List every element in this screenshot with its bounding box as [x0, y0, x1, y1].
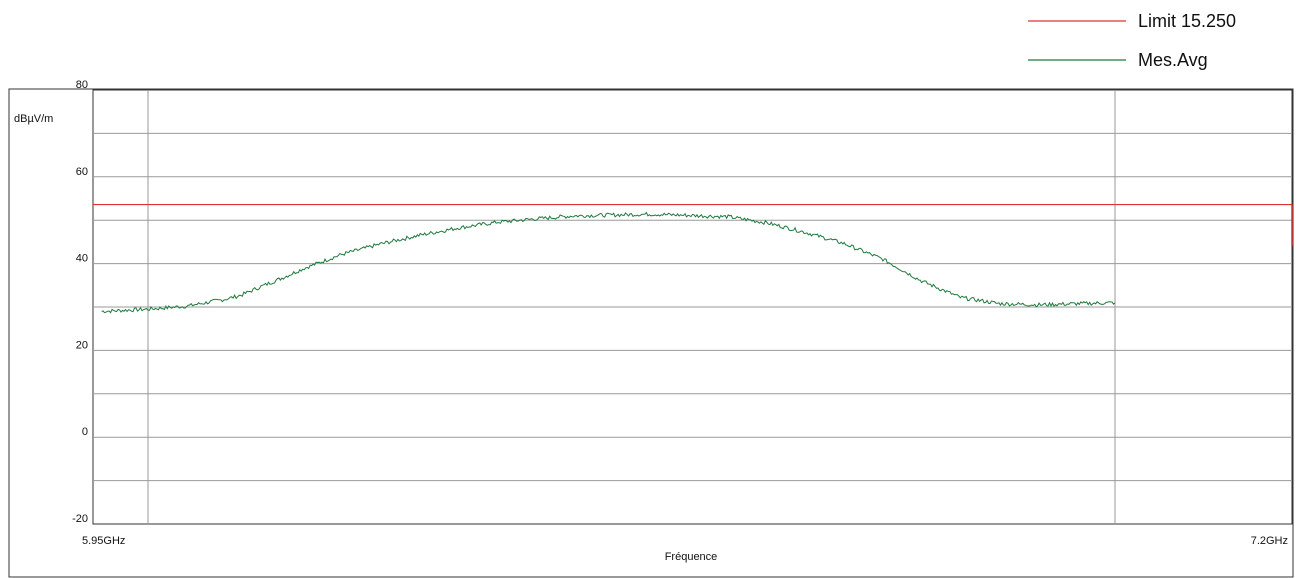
- y-tick-label: -20: [72, 513, 88, 525]
- x-tick-start: 5.95GHz: [82, 535, 125, 547]
- y-tick-label: 0: [82, 426, 88, 438]
- y-tick-label: 40: [76, 253, 88, 265]
- measured-avg-line: [101, 211, 1116, 314]
- y-tick-label: 20: [76, 339, 88, 351]
- y-tick-labels: 80 60 40 20 0 -20: [72, 79, 88, 525]
- y-axis-label: dBµV/m: [14, 113, 53, 125]
- series-layer: [93, 203, 1293, 314]
- y-tick-label: 80: [76, 79, 88, 91]
- x-tick-end: 7.2GHz: [1251, 535, 1288, 547]
- x-axis-label: Fréquence: [665, 551, 718, 563]
- legend: Limit 15.250 Mes.Avg: [1028, 11, 1236, 70]
- y-tick-label: 60: [76, 166, 88, 178]
- figure-border: [8, 88, 1294, 578]
- legend-label-avg: Mes.Avg: [1138, 50, 1208, 70]
- y-gridlines: [93, 132, 1292, 482]
- legend-label-limit: Limit 15.250: [1138, 11, 1236, 31]
